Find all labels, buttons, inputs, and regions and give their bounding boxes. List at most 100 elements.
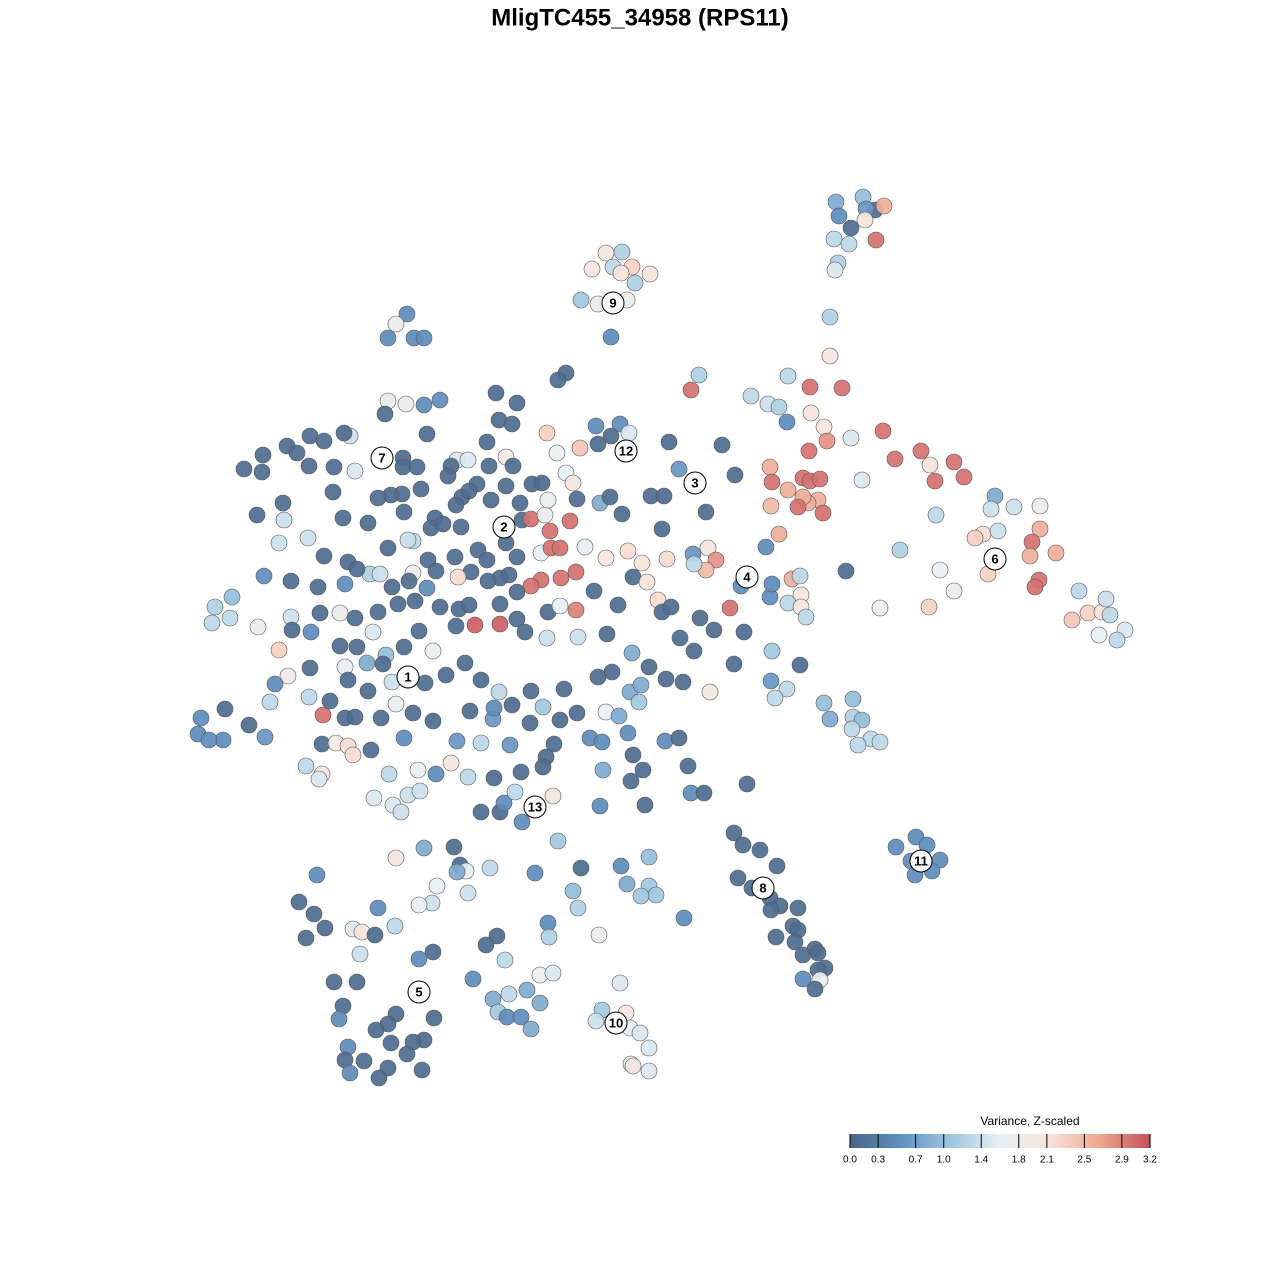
point (791, 567, 809, 585)
point (425, 1009, 443, 1027)
point (427, 562, 445, 580)
point (891, 541, 909, 559)
point (325, 458, 343, 476)
point (631, 1024, 649, 1042)
point (966, 529, 984, 547)
point (413, 1061, 431, 1079)
point (503, 696, 521, 714)
point (814, 504, 832, 522)
colorbar: Variance, Z-scaled 0.0 0.3 0.7 1.0 1.4 1.8 2.1… (843, 1114, 1157, 1165)
point (431, 391, 449, 409)
point (412, 480, 430, 498)
point (255, 567, 273, 585)
cluster-label: 5 (415, 984, 422, 999)
point (369, 603, 387, 621)
point (589, 668, 607, 686)
point (501, 736, 519, 754)
point (482, 491, 500, 509)
point (394, 458, 412, 476)
colorbar-tick-label: 1.0 (937, 1155, 951, 1166)
point (815, 694, 833, 712)
point (290, 893, 308, 911)
point (598, 625, 616, 643)
point (305, 905, 323, 923)
point (1070, 582, 1088, 600)
chart-title: MligTC455_34958 (RPS11) (491, 4, 788, 31)
point (497, 477, 515, 495)
point (1097, 590, 1115, 608)
point (638, 573, 656, 591)
point (989, 522, 1007, 540)
point (351, 945, 369, 963)
point (548, 444, 566, 462)
point (641, 265, 659, 283)
point (487, 384, 505, 402)
point (447, 617, 465, 635)
point (762, 672, 780, 690)
point (653, 520, 671, 538)
point (926, 472, 944, 490)
colorbar-tick-label: 0.3 (871, 1155, 885, 1166)
point (427, 765, 445, 783)
point (713, 436, 731, 454)
cluster-badge (614, 439, 638, 463)
point (742, 387, 760, 405)
point (387, 315, 405, 333)
point (464, 970, 482, 988)
point (275, 511, 293, 529)
point (516, 623, 534, 641)
colorbar-tick-label: 1.8 (1012, 1155, 1026, 1166)
point (662, 598, 680, 616)
point (572, 859, 590, 877)
cluster-label: 7 (378, 450, 385, 465)
point (871, 599, 889, 617)
point (431, 598, 449, 616)
point (321, 692, 339, 710)
point (552, 569, 570, 587)
point (791, 656, 809, 674)
point (366, 926, 384, 944)
point (314, 706, 332, 724)
point (640, 658, 658, 676)
point (690, 366, 708, 384)
point (518, 981, 536, 999)
point (315, 432, 333, 450)
point (477, 936, 495, 954)
point (647, 886, 665, 904)
point (522, 682, 540, 700)
point (415, 396, 433, 414)
point (613, 243, 631, 261)
point (395, 638, 413, 656)
point (359, 514, 377, 532)
point (309, 578, 327, 596)
point (685, 642, 703, 660)
point (392, 803, 410, 821)
point (410, 950, 428, 968)
point (248, 506, 266, 524)
point (707, 551, 725, 569)
point (660, 433, 678, 451)
point (623, 644, 641, 662)
point (721, 599, 739, 617)
point (853, 471, 871, 489)
point (283, 621, 301, 639)
point (409, 761, 427, 779)
colorbar-tick-label: 0.0 (843, 1155, 857, 1166)
point (763, 575, 781, 593)
point (705, 621, 723, 639)
point (410, 622, 428, 640)
colorbar-tick-label: 2.1 (1040, 1155, 1054, 1166)
cluster-label: 6 (991, 551, 998, 566)
point (657, 670, 675, 688)
point (622, 772, 640, 790)
point (1108, 631, 1126, 649)
point (671, 629, 689, 647)
point (620, 424, 638, 442)
point (536, 506, 554, 524)
point (564, 882, 582, 900)
cluster-label: 13 (528, 799, 542, 814)
point (640, 1039, 658, 1057)
cluster-badge (735, 565, 759, 589)
point (336, 575, 354, 593)
point (572, 291, 590, 309)
